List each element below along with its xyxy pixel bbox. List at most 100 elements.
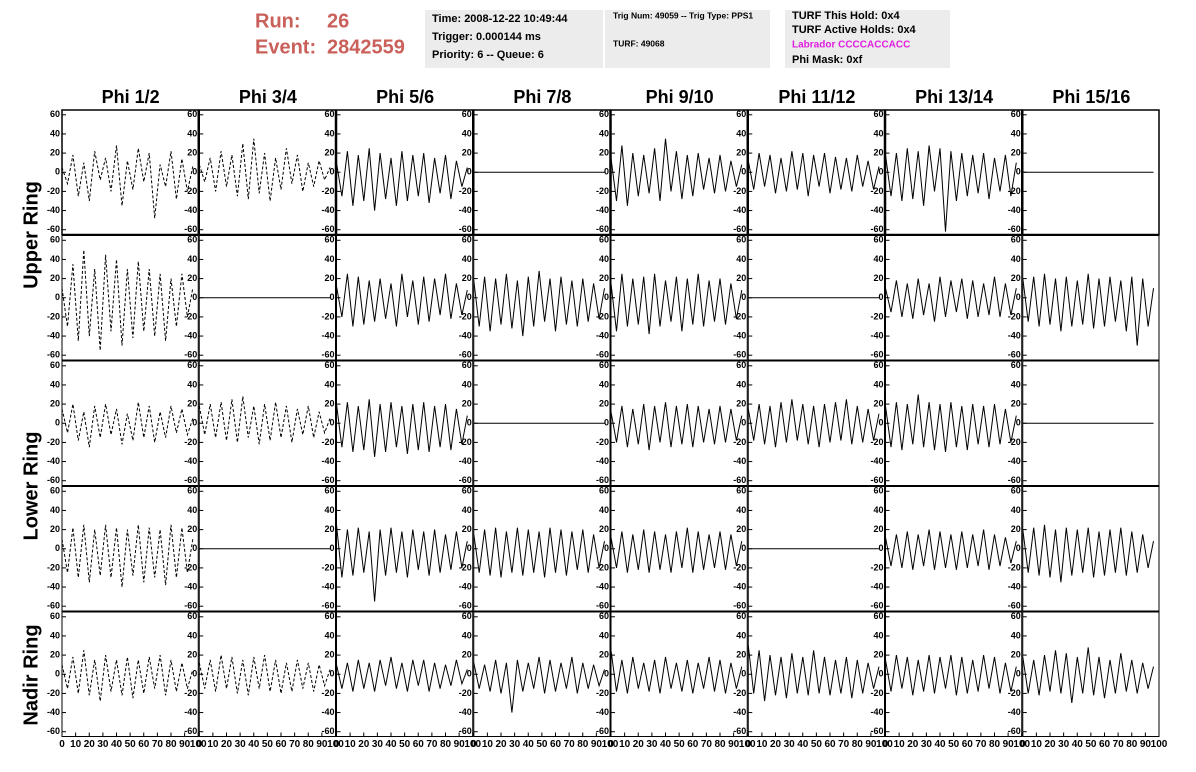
- x-tick-label: 40: [523, 739, 535, 750]
- y-tick-label: -60: [1008, 475, 1021, 485]
- x-tick-label: 10: [482, 739, 494, 750]
- y-tick-label: 60: [462, 611, 472, 621]
- y-tick-label: -20: [47, 688, 60, 698]
- y-tick-label: 20: [1011, 147, 1021, 157]
- waveform: [885, 276, 1017, 322]
- y-tick-label: -40: [596, 581, 609, 591]
- y-tick-label: -40: [596, 707, 609, 717]
- x-tick-label: 80: [165, 739, 177, 750]
- y-tick-label: 20: [1011, 273, 1021, 283]
- y-tick-label: -20: [184, 311, 197, 321]
- y-tick-label: -20: [596, 688, 609, 698]
- y-tick-label: -60: [1008, 601, 1021, 611]
- y-tick-label: -20: [47, 311, 60, 321]
- y-tick-label: 0: [1016, 669, 1021, 679]
- row-label: Upper Ring: [20, 181, 42, 289]
- y-tick-label: 20: [462, 147, 472, 157]
- y-tick-label: 40: [873, 254, 883, 264]
- y-tick-label: 0: [604, 543, 609, 553]
- row-label: Nadir Ring: [20, 624, 42, 725]
- y-tick-label: -20: [459, 186, 472, 196]
- y-tick-label: 20: [599, 524, 609, 534]
- y-tick-label: -20: [733, 186, 746, 196]
- y-tick-label: -40: [459, 330, 472, 340]
- y-tick-label: -20: [321, 688, 334, 698]
- x-tick-label: 50: [948, 739, 960, 750]
- y-tick-label: 60: [324, 486, 334, 496]
- y-tick-label: 40: [187, 505, 197, 515]
- info-text: TURF: 49068: [613, 38, 665, 48]
- y-tick-label: 20: [50, 147, 60, 157]
- x-tick-label: 20: [907, 739, 919, 750]
- y-tick-label: 20: [736, 273, 746, 283]
- y-tick-label: -40: [1008, 456, 1021, 466]
- y-tick-label: 60: [599, 611, 609, 621]
- y-tick-label: 60: [1011, 360, 1021, 370]
- x-tick-label: 30: [372, 739, 384, 750]
- y-tick-label: 40: [462, 254, 472, 264]
- y-tick-label: 40: [599, 128, 609, 138]
- y-tick-label: 0: [329, 418, 334, 428]
- y-tick-label: -60: [47, 475, 60, 485]
- waveform: [885, 529, 1017, 570]
- y-tick-label: -60: [596, 475, 609, 485]
- x-tick-label: 50: [674, 739, 686, 750]
- y-tick-label: 60: [1011, 235, 1021, 245]
- info-text: Labrador CCCCACCACC: [792, 40, 910, 51]
- x-tick-label: 70: [701, 739, 713, 750]
- x-tick-label: 100: [464, 739, 481, 750]
- y-tick-label: -60: [733, 726, 746, 736]
- y-tick-label: -20: [321, 311, 334, 321]
- y-tick-label: 60: [50, 486, 60, 496]
- waveform: [336, 273, 468, 327]
- y-tick-label: 40: [50, 128, 60, 138]
- y-tick-label: 40: [1011, 630, 1021, 640]
- x-tick-label: 80: [440, 739, 452, 750]
- x-tick-label: 40: [385, 739, 397, 750]
- y-tick-label: -40: [596, 205, 609, 215]
- y-tick-label: 40: [1011, 379, 1021, 389]
- y-tick-label: -40: [1008, 707, 1021, 717]
- y-tick-label: 0: [329, 292, 334, 302]
- y-tick-label: 20: [187, 147, 197, 157]
- y-tick-label: 40: [873, 128, 883, 138]
- y-tick-label: -40: [459, 707, 472, 717]
- waveform: [610, 273, 743, 335]
- y-tick-label: -20: [459, 562, 472, 572]
- x-tick-label: 20: [1044, 739, 1056, 750]
- x-tick-label: 70: [152, 739, 164, 750]
- x-tick-label: 30: [784, 739, 796, 750]
- y-tick-label: 20: [873, 147, 883, 157]
- y-tick-label: -60: [47, 726, 60, 736]
- y-tick-label: 40: [599, 505, 609, 515]
- y-tick-label: -40: [459, 456, 472, 466]
- y-tick-label: 60: [599, 360, 609, 370]
- y-tick-label: -20: [596, 437, 609, 447]
- y-tick-label: 60: [736, 360, 746, 370]
- y-tick-label: -60: [733, 224, 746, 234]
- y-tick-label: 40: [873, 379, 883, 389]
- y-tick-label: -60: [47, 224, 60, 234]
- x-tick-label: 10: [207, 739, 219, 750]
- x-tick-label: 0: [196, 739, 202, 750]
- x-tick-label: 10: [1031, 739, 1043, 750]
- x-tick-label: 100: [602, 739, 619, 750]
- y-tick-label: 40: [1011, 128, 1021, 138]
- x-tick-label: 0: [608, 739, 614, 750]
- waveform: [610, 527, 743, 573]
- column-header: Phi 5/6: [376, 87, 434, 107]
- y-tick-label: 0: [604, 167, 609, 177]
- y-tick-label: 20: [50, 649, 60, 659]
- y-tick-label: -60: [321, 224, 334, 234]
- y-tick-label: -60: [184, 475, 197, 485]
- y-tick-label: 40: [324, 379, 334, 389]
- waveform: [1022, 647, 1154, 704]
- y-tick-label: 0: [329, 669, 334, 679]
- x-tick-label: 10: [894, 739, 906, 750]
- y-tick-label: -60: [321, 601, 334, 611]
- y-tick-label: 40: [736, 379, 746, 389]
- y-tick-label: 40: [1011, 505, 1021, 515]
- x-tick-label: 0: [745, 739, 751, 750]
- waveform: [198, 138, 331, 202]
